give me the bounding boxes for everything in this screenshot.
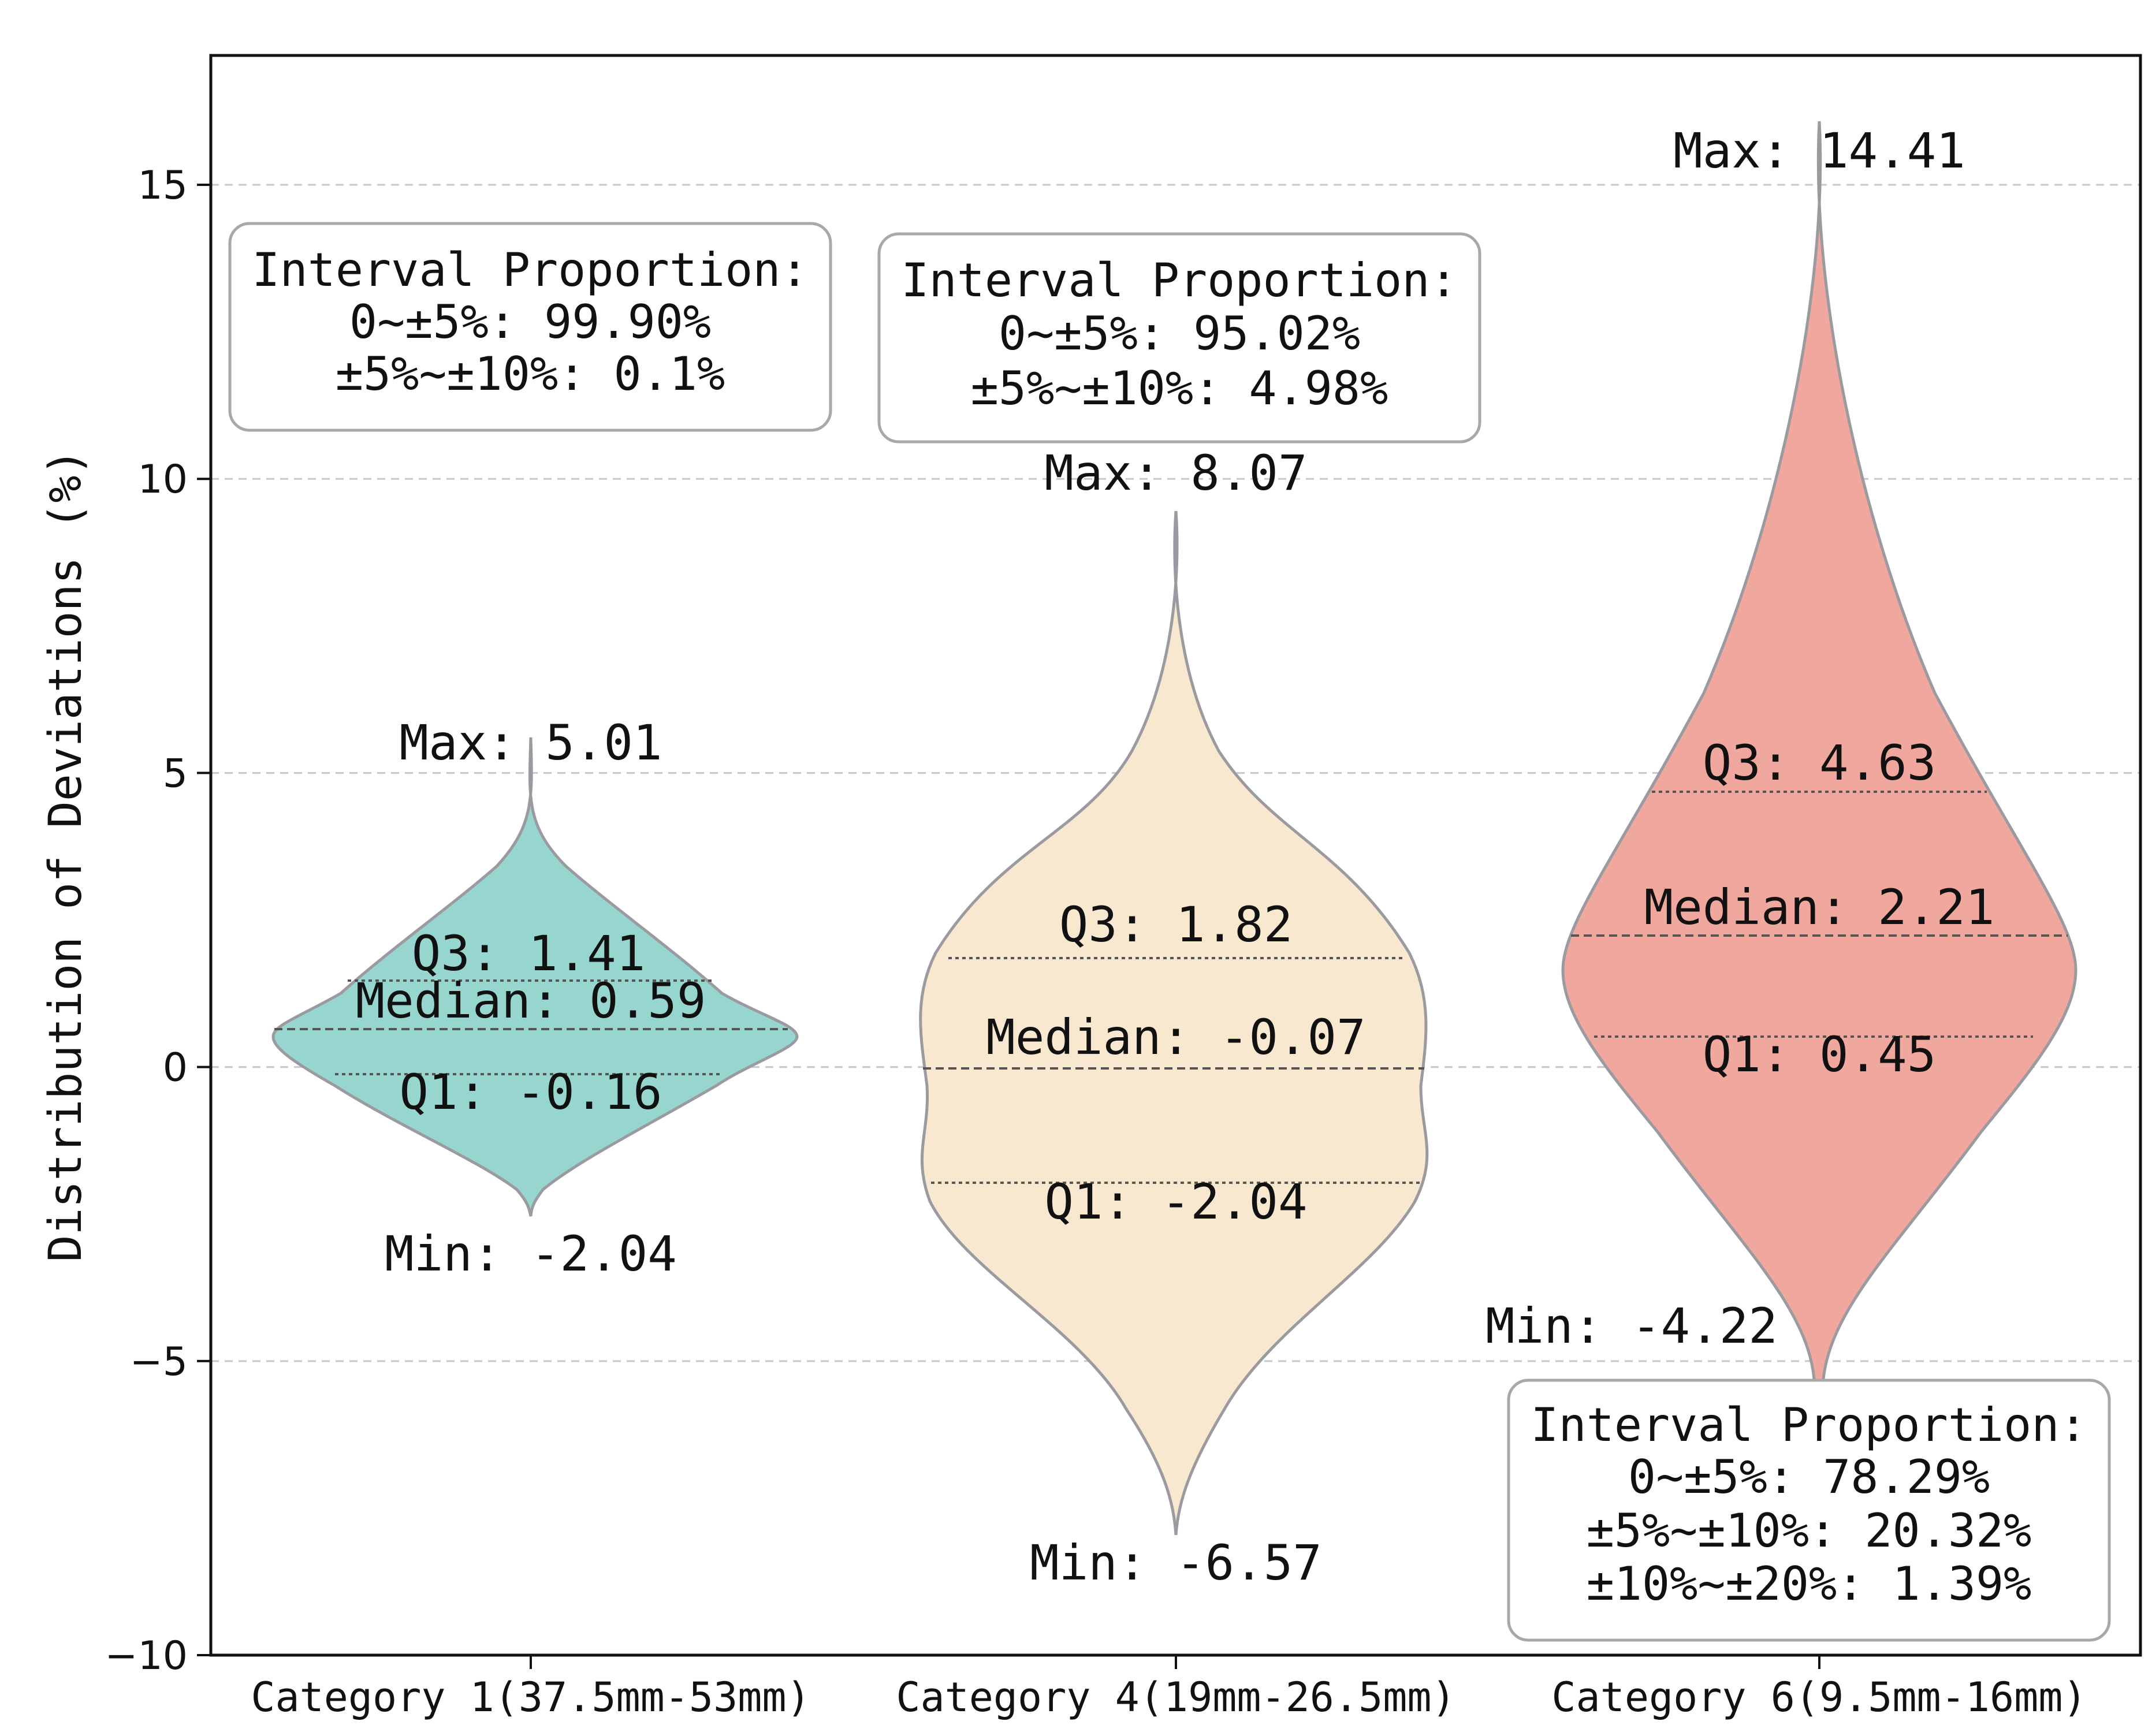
interval-line-2-category-6: ±5%~±10%: 20.32% (1587, 1504, 2032, 1558)
max-label-category-4: Max: 8.07 (1044, 445, 1307, 501)
y-axis-label: Distribution of Deviations (%) (40, 449, 92, 1262)
q1-label-category-1: Q1: -0.16 (399, 1064, 662, 1120)
y-tick-label-2: 0 (163, 1045, 188, 1091)
x-label-category-1: Category 1(37.5mm-53mm) (251, 1674, 810, 1721)
y-tick-label-3: 5 (163, 751, 188, 796)
violin-category-4 (919, 511, 1429, 1536)
x-label-category-6: Category 6(9.5mm-16mm) (1551, 1674, 2087, 1721)
interval-line-2-category-4: ±5%~±10%: 4.98% (971, 362, 1388, 415)
interval-line-2-category-1: ±5%~±10%: 0.1% (336, 347, 725, 401)
interval-line-1-category-1: 0~±5%: 99.90% (349, 295, 711, 349)
median-label-category-1: Median: 0.59 (356, 973, 706, 1029)
interval-box-frame-category-6 (1507, 1379, 2111, 1642)
y-tick-label-5: 15 (137, 163, 188, 208)
median-label-category-4: Median: -0.07 (986, 1009, 1365, 1066)
y-tick-label-0: −10 (105, 1633, 188, 1679)
interval-box-category-1: Interval Proportion: 0~±5%: 99.90% ±5%~±… (228, 222, 832, 432)
q1-label-category-4: Q1: -2.04 (1044, 1174, 1307, 1230)
max-label-category-6: Max: 14.41 (1673, 122, 1965, 179)
interval-box-category-4: Interval Proportion: 0~±5%: 95.02% ±5%~±… (877, 232, 1481, 444)
y-tick-label-1: −5 (130, 1339, 188, 1385)
violin-body-category-4 (919, 511, 1429, 1536)
y-tick-label-4: 10 (137, 457, 188, 502)
q3-label-category-6: Q3: 4.63 (1703, 735, 1937, 791)
q3-label-category-1: Q3: 1.41 (412, 925, 646, 982)
interval-box-frame-category-4 (877, 232, 1481, 444)
min-label-category-4: Min: -6.57 (1030, 1534, 1322, 1591)
y-axis-ticks: −10 −5 0 5 10 15 (105, 163, 211, 1679)
violin-body-category-1 (271, 737, 799, 1217)
max-label-category-1: Max: 5.01 (399, 714, 662, 771)
q3-label-category-4: Q3: 1.82 (1059, 896, 1293, 953)
min-label-category-1: Min: -2.04 (385, 1225, 677, 1282)
interval-title-category-4: Interval Proportion: (901, 254, 1457, 307)
median-label-category-6: Median: 2.21 (1644, 879, 1995, 936)
interval-line-1-category-6: 0~±5%: 78.29% (1628, 1450, 1990, 1504)
interval-title-category-6: Interval Proportion: (1531, 1398, 2087, 1452)
interval-line-1-category-4: 0~±5%: 95.02% (999, 307, 1360, 360)
interval-box-frame-category-1 (228, 222, 832, 432)
interval-title-category-1: Interval Proportion: (252, 243, 808, 297)
interval-box-category-6: Interval Proportion: 0~±5%: 78.29% ±5%~±… (1507, 1379, 2111, 1642)
min-label-category-6: Min: -4.22 (1485, 1298, 1778, 1354)
violin-category-1 (271, 737, 799, 1217)
q1-label-category-6: Q1: 0.45 (1703, 1026, 1937, 1083)
interval-line-3-category-6: ±10%~±20%: 1.39% (1587, 1557, 2032, 1611)
x-label-category-4: Category 4(19mm-26.5mm) (896, 1674, 1455, 1721)
